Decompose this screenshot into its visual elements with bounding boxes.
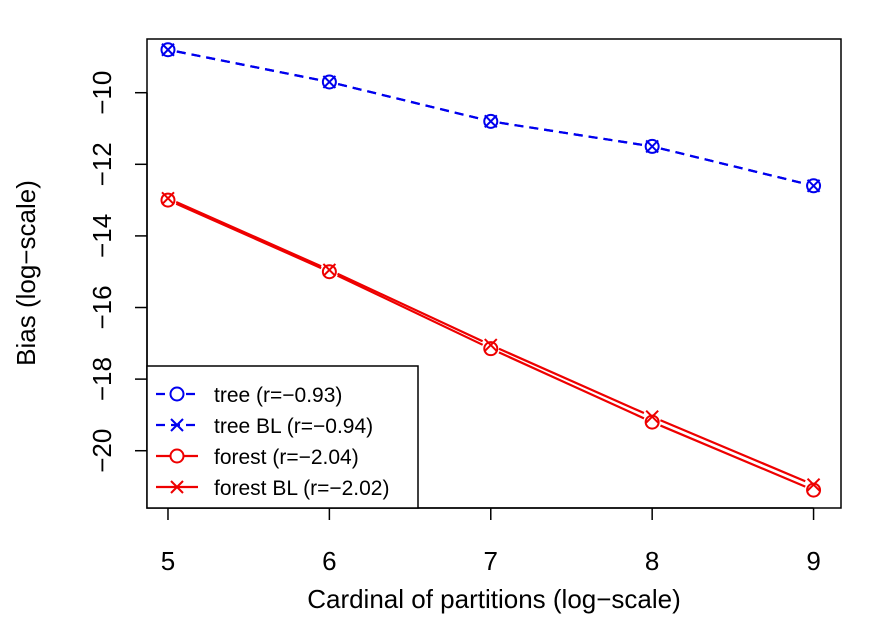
y-tick-label: −20 bbox=[87, 429, 117, 473]
cross-stroke-b bbox=[484, 114, 498, 129]
x-axis: 5 6 7 8 9 bbox=[161, 507, 821, 576]
data-point bbox=[806, 179, 821, 193]
legend-label: forest BL (r=−2.02) bbox=[214, 477, 389, 500]
series-line-segment bbox=[660, 419, 806, 483]
cross-stroke-b bbox=[161, 43, 175, 57]
cross-stroke-b bbox=[806, 478, 821, 492]
series-line-segment bbox=[660, 424, 806, 488]
legend-label: tree (r=−0.93) bbox=[214, 384, 342, 407]
cross-stroke-b bbox=[170, 480, 184, 494]
series-tree-bl bbox=[161, 43, 821, 193]
cross-stroke-b bbox=[322, 263, 337, 277]
legend-label: forest (r=−2.04) bbox=[214, 446, 359, 469]
x-tick-label: 8 bbox=[645, 546, 659, 576]
series-line-segment bbox=[498, 351, 645, 420]
cross-stroke-b bbox=[161, 191, 175, 206]
y-tick-label: −18 bbox=[87, 357, 117, 401]
cross-stroke-b bbox=[170, 418, 184, 432]
series-line-segment bbox=[498, 347, 645, 415]
y-tick-label: −16 bbox=[87, 285, 117, 329]
x-tick-label: 7 bbox=[484, 546, 498, 576]
data-point bbox=[322, 263, 337, 277]
x-tick-label: 5 bbox=[161, 546, 175, 576]
cross-stroke-b bbox=[806, 179, 821, 193]
legend-item: tree BL (r=−0.94) bbox=[156, 415, 373, 438]
data-point bbox=[806, 478, 821, 492]
series-line-segment bbox=[499, 121, 644, 147]
legend-marker bbox=[170, 480, 184, 494]
x-tick-label: 9 bbox=[806, 546, 820, 576]
data-point bbox=[645, 409, 659, 424]
cross-stroke-b bbox=[645, 139, 659, 154]
series-layer bbox=[160, 42, 822, 498]
y-tick-label: −12 bbox=[87, 142, 117, 186]
y-tick-label: −10 bbox=[87, 71, 117, 115]
cross-stroke-b bbox=[645, 409, 659, 424]
legend-marker bbox=[170, 418, 184, 432]
legend-item: tree (r=−0.93) bbox=[156, 384, 342, 407]
data-point bbox=[484, 338, 498, 352]
legend: tree (r=−0.93) tree BL (r=−0.94) forest (r… bbox=[146, 365, 419, 509]
series-line-segment bbox=[660, 147, 806, 185]
series-line-segment bbox=[176, 50, 321, 82]
x-axis-label: Cardinal of partitions (log−scale) bbox=[307, 584, 681, 614]
legend-marker bbox=[169, 386, 185, 402]
y-tick-label: −14 bbox=[87, 214, 117, 258]
y-axis: −10 −12 −14 −16 −18 −20 bbox=[87, 71, 148, 473]
legend-label: tree BL (r=−0.94) bbox=[214, 415, 373, 438]
series-line-segment bbox=[175, 202, 322, 270]
series-line-segment bbox=[337, 83, 483, 121]
data-point bbox=[645, 139, 659, 154]
legend-marker bbox=[169, 448, 185, 464]
data-point bbox=[483, 341, 499, 357]
series-line-segment bbox=[175, 200, 322, 268]
data-point bbox=[484, 114, 498, 129]
series-line-segment bbox=[337, 272, 484, 343]
data-point bbox=[161, 43, 175, 57]
series-forest-bl bbox=[161, 191, 821, 492]
data-point bbox=[321, 264, 337, 280]
cross-stroke-b bbox=[484, 338, 498, 352]
data-point bbox=[161, 191, 175, 206]
legend-item: forest (r=−2.04) bbox=[156, 446, 359, 469]
series-line-segment bbox=[337, 274, 484, 346]
data-point bbox=[160, 192, 176, 208]
series-tree bbox=[160, 42, 822, 194]
x-tick-label: 6 bbox=[322, 546, 336, 576]
cross-stroke-b bbox=[322, 75, 337, 89]
legend-box bbox=[146, 365, 419, 509]
legend-item: forest BL (r=−2.02) bbox=[156, 477, 389, 500]
y-axis-label: Bias (log−scale) bbox=[11, 180, 41, 366]
data-point bbox=[322, 75, 337, 89]
